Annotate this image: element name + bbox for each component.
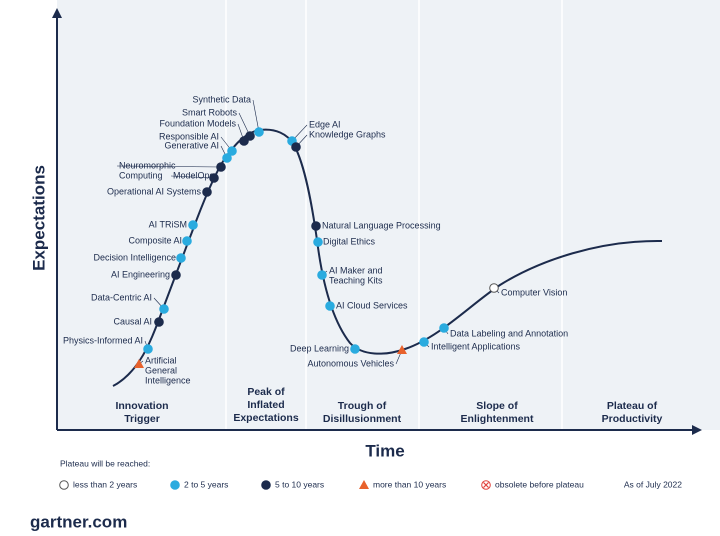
legend-label: 5 to 10 years <box>275 479 324 489</box>
node-label: Operational AI Systems <box>107 186 202 196</box>
leader-line <box>252 99 260 133</box>
node-label: Data-Centric AI <box>91 292 152 302</box>
node-label: Neuromorphic <box>119 160 176 170</box>
node-label: Intelligent Applications <box>431 341 521 351</box>
node-marker <box>188 220 198 230</box>
node-label: Knowledge Graphs <box>309 129 386 139</box>
legend-marker <box>481 480 491 490</box>
legend-title: Plateau will be reached: <box>60 458 150 468</box>
node-marker <box>291 142 301 152</box>
node-label: Synthetic Data <box>192 94 251 104</box>
node-marker <box>439 323 449 333</box>
phase-label: Trough of <box>338 400 387 412</box>
legend-label: less than 2 years <box>73 479 137 489</box>
node-marker <box>154 317 164 327</box>
node-label: Decision Intelligence <box>93 252 176 262</box>
y-arrow <box>52 8 62 18</box>
node-label: AI TRiSM <box>149 219 187 229</box>
node-label: Data Labeling and Annotation <box>450 328 568 338</box>
node-label: Composite AI <box>128 235 182 245</box>
node-marker <box>325 301 335 311</box>
node-marker <box>171 270 181 280</box>
node-marker <box>209 173 219 183</box>
legend-label: obsolete before plateau <box>495 479 584 489</box>
node-marker <box>182 236 192 246</box>
node-label: Computer Vision <box>501 287 567 297</box>
phase-label: Inflated <box>247 399 284 411</box>
phase-label: Innovation <box>115 400 168 412</box>
node-label: AI Cloud Services <box>336 300 408 310</box>
y-axis-title: Expectations <box>29 165 48 271</box>
phase-label: Enlightenment <box>461 413 534 425</box>
leader-line <box>116 165 222 168</box>
node-label: Artificial <box>145 355 177 365</box>
node-label: Foundation Models <box>159 118 236 128</box>
node-marker <box>350 344 360 354</box>
leader-line <box>170 175 215 179</box>
legend-label: 2 to 5 years <box>184 479 228 489</box>
legend-marker-cross <box>483 482 489 488</box>
legend-marker <box>261 480 271 490</box>
node-label: Causal AI <box>113 316 152 326</box>
node-label: General <box>145 365 177 375</box>
node-marker <box>202 187 212 197</box>
node-marker <box>143 344 153 354</box>
node-marker <box>489 283 499 293</box>
node-marker <box>216 162 226 172</box>
node-label: Digital Ethics <box>323 236 376 246</box>
legend-marker <box>359 480 369 489</box>
node-label: Edge AI <box>309 119 341 129</box>
x-axis-title: Time <box>365 441 404 460</box>
node-label: ModelOps <box>173 170 215 180</box>
legend-date: As of July 2022 <box>624 479 682 489</box>
phase-label: Peak of <box>247 386 285 398</box>
node-label: Responsible AI <box>159 131 219 141</box>
node-marker <box>254 127 264 137</box>
node-marker <box>419 337 429 347</box>
legend-marker <box>59 480 69 490</box>
node-marker <box>311 221 321 231</box>
node-marker <box>239 136 249 146</box>
phase-label: Productivity <box>602 413 663 425</box>
footer: gartner.com <box>30 512 127 531</box>
node-label: Intelligence <box>145 375 191 385</box>
node-marker <box>222 153 232 163</box>
axes <box>52 8 702 435</box>
node-marker <box>159 304 169 314</box>
node-marker <box>313 237 323 247</box>
node-marker <box>227 146 237 156</box>
node-marker <box>317 270 327 280</box>
phase-label: Slope of <box>476 400 518 412</box>
node-label: Generative AI <box>164 140 219 150</box>
phase-label: Disillusionment <box>323 413 402 425</box>
node-label: Computing <box>119 170 163 180</box>
node-label: Deep Learning <box>290 343 349 353</box>
node-label: Teaching Kits <box>329 275 383 285</box>
phase-label: Trigger <box>124 413 160 425</box>
phase-label: Expectations <box>233 412 299 424</box>
node-marker <box>397 345 407 354</box>
node-marker <box>176 253 186 263</box>
node-label: Natural Language Processing <box>322 220 441 230</box>
node-label: AI Engineering <box>111 269 170 279</box>
plot-bg <box>57 0 720 430</box>
x-arrow <box>692 425 702 435</box>
node-marker <box>134 359 144 368</box>
legend-label: more than 10 years <box>373 479 446 489</box>
node-label: Physics-Informed AI <box>63 335 143 345</box>
node-label: Autonomous Vehicles <box>307 358 394 368</box>
node-label: AI Maker and <box>329 265 383 275</box>
legend-marker <box>170 480 180 490</box>
dividers <box>225 0 563 430</box>
phase-label: Plateau of <box>607 400 658 412</box>
node-label: Smart Robots <box>182 107 238 117</box>
